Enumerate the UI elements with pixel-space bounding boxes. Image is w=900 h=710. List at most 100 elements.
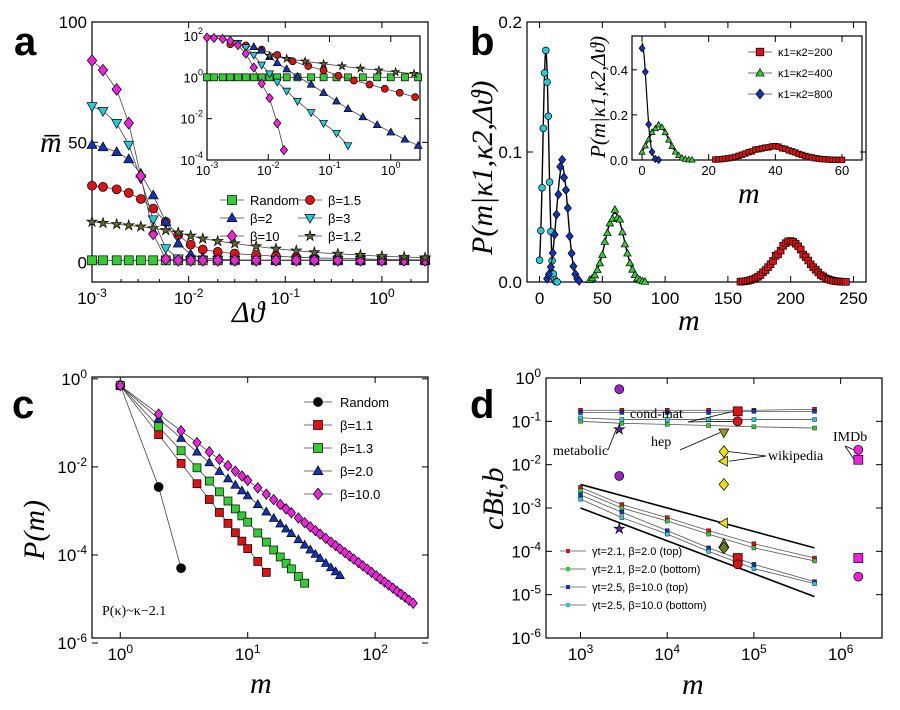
data-point <box>578 496 583 502</box>
x-axis-label: m <box>250 667 272 700</box>
legend-label: γt=2.5, β=10.0 (bottom) <box>592 600 707 612</box>
data-point <box>87 255 97 266</box>
data-point <box>542 46 550 55</box>
data-point <box>272 78 282 87</box>
tick-label: 10-1 <box>318 160 340 178</box>
data-point <box>97 141 109 152</box>
tick-base: 10 <box>511 412 530 431</box>
y-axis-label: P(m) <box>18 500 51 561</box>
tick-exponent: -4 <box>195 150 203 160</box>
data-point <box>319 73 328 82</box>
data-point <box>265 70 275 79</box>
legend-marker <box>566 585 570 589</box>
data-point <box>380 576 390 588</box>
fit-curve <box>641 42 659 161</box>
data-point <box>286 528 297 537</box>
data-point <box>300 578 310 588</box>
data-point <box>275 518 286 528</box>
data-point <box>97 107 109 117</box>
data-point <box>135 169 146 183</box>
data-point <box>812 409 817 414</box>
data-point <box>185 239 196 250</box>
legend: Random β=1.1 β=1.3 β=2.0 β=10.0 <box>304 395 389 502</box>
tick-base: 10 <box>257 163 271 178</box>
data-point <box>688 155 696 163</box>
data-point <box>674 151 683 158</box>
tick-base: 10 <box>57 458 76 477</box>
data-point <box>204 495 214 504</box>
legend-marker <box>303 229 317 242</box>
data-point <box>305 521 315 533</box>
tick-label: 10-5 <box>511 583 541 605</box>
data-point <box>655 155 663 165</box>
legend-marker <box>312 487 324 501</box>
data-point <box>595 258 605 267</box>
tick-label: 10-2 <box>511 453 541 475</box>
tick-exponent: -3 <box>530 496 541 510</box>
data-point <box>233 40 243 51</box>
data-point <box>641 141 650 149</box>
tick-base: 10 <box>196 163 210 178</box>
data-point <box>294 572 303 581</box>
data-point <box>226 73 235 82</box>
data-point <box>550 229 559 240</box>
data-point <box>237 536 247 546</box>
data-point <box>619 515 625 520</box>
legend: γt=2.1, β=2.0 (top) γt=2.1, β=2.0 (bottom… <box>560 546 707 612</box>
data-point <box>539 124 548 133</box>
data-point <box>751 545 757 551</box>
tick-exponent: 2 <box>198 26 203 36</box>
data-point <box>172 237 184 248</box>
data-point <box>176 425 186 437</box>
annotation-arrow <box>728 451 767 457</box>
data-point <box>253 557 263 566</box>
data-point <box>236 485 247 495</box>
annotation-arrow <box>844 445 855 451</box>
data-point <box>654 120 663 128</box>
tick-label: 10-1 <box>270 286 300 308</box>
tick-exponent: 0 <box>80 367 87 381</box>
data-point <box>315 552 326 562</box>
data-point <box>310 524 321 537</box>
data-point <box>282 73 291 82</box>
tick-label: 100 <box>381 160 400 178</box>
annotation-label: IMDb <box>833 430 867 445</box>
legend-label: β=1.5 <box>328 193 361 208</box>
legend-label: β=2.0 <box>340 464 373 479</box>
data-point <box>273 118 282 129</box>
data-point <box>215 487 224 497</box>
series-line <box>580 486 815 559</box>
tick-label: 0 <box>78 254 87 273</box>
data-point <box>375 249 389 262</box>
data-point <box>241 48 250 59</box>
series-line <box>580 490 815 562</box>
data-point <box>665 410 670 415</box>
legend-marker <box>566 549 570 553</box>
tick-base: 10 <box>511 629 530 648</box>
tick-base: 10 <box>515 369 534 388</box>
data-point <box>638 148 646 155</box>
panel-letter: d <box>470 383 494 427</box>
data-point <box>148 255 159 266</box>
data-point <box>230 504 240 514</box>
tick-label: 10-2 <box>57 455 87 477</box>
legend-marker <box>305 195 315 205</box>
data-point <box>192 463 202 473</box>
tick-base: 10 <box>184 70 198 85</box>
inset-frame <box>631 35 863 161</box>
real-network-point <box>613 522 626 535</box>
data-point <box>343 104 353 112</box>
panel-letter: a <box>14 20 37 64</box>
data-point <box>304 62 313 70</box>
data-point <box>619 410 625 415</box>
legend-label: β=1.1 <box>340 418 373 433</box>
y-axis-label: m̅ <box>40 126 62 159</box>
data-point <box>230 479 241 489</box>
data-point <box>331 247 345 260</box>
data-point <box>249 239 263 252</box>
data-point <box>751 417 757 422</box>
tick-exponent: -5 <box>530 583 541 597</box>
data-point <box>215 508 224 517</box>
data-point <box>706 417 711 422</box>
real-network-point <box>853 444 864 455</box>
